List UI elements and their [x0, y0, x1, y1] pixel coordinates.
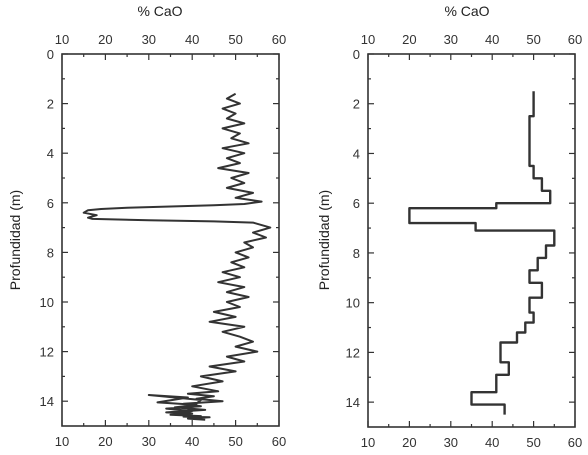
- panel-right: % CaO Profundidad (m) 101020203030404050…: [316, 3, 582, 450]
- x-tick-label-top-left: 40: [185, 32, 199, 47]
- top-xlabel-left: % CaO: [137, 3, 182, 19]
- x-tick-label-top-left: 30: [142, 32, 156, 47]
- x-tick-label-bottom-right: 20: [402, 435, 416, 450]
- y-tick-label-left: 10: [40, 295, 54, 310]
- top-xlabel-right: % CaO: [444, 3, 489, 19]
- x-tick-label-bottom-right: 40: [485, 435, 499, 450]
- x-tick-label-top-right: 60: [568, 32, 582, 47]
- x-tick-label-top-right: 20: [402, 32, 416, 47]
- y-tick-label-right: 8: [353, 246, 360, 261]
- x-tick-label-bottom-left: 20: [98, 434, 112, 449]
- x-tick-label-top-left: 60: [272, 32, 286, 47]
- y-tick-label-right: 2: [353, 97, 360, 112]
- ylabel-right: Profundidad (m): [316, 190, 332, 290]
- x-tick-label-bottom-left: 40: [185, 434, 199, 449]
- y-tick-label-right: 6: [353, 196, 360, 211]
- plot-frame-right: [367, 53, 576, 428]
- series-line-left: [82, 92, 272, 421]
- y-tick-label-left: 14: [40, 394, 54, 409]
- y-tick-label-left: 6: [47, 196, 54, 211]
- y-tick-label-right: 4: [353, 146, 360, 161]
- x-tick-label-top-left: 50: [228, 32, 242, 47]
- x-tick-label-bottom-right: 50: [526, 435, 540, 450]
- y-tick-label-right: 14: [346, 395, 360, 410]
- y-tick-label-left: 8: [47, 245, 54, 260]
- x-tick-label-bottom-right: 60: [568, 435, 582, 450]
- series-step-right: [408, 91, 556, 415]
- plot-frame-left: [61, 53, 280, 427]
- y-tick-label-right: 10: [346, 296, 360, 311]
- y-tick-label-left: 12: [40, 345, 54, 360]
- x-tick-label-top-right: 40: [485, 32, 499, 47]
- y-tick-label-left: 4: [47, 146, 54, 161]
- x-tick-label-bottom-left: 30: [142, 434, 156, 449]
- x-tick-label-top-left: 10: [55, 32, 69, 47]
- x-tick-label-bottom-right: 30: [444, 435, 458, 450]
- ylabel-left: Profundidad (m): [7, 190, 23, 290]
- x-tick-label-top-right: 50: [526, 32, 540, 47]
- y-tick-label-left: 0: [47, 47, 54, 62]
- y-tick-label-right: 0: [353, 47, 360, 62]
- x-tick-label-top-left: 20: [98, 32, 112, 47]
- panel-left: % CaO Profundidad (m) 101020203030404050…: [7, 3, 286, 449]
- x-tick-label-top-right: 10: [361, 32, 375, 47]
- x-tick-label-bottom-left: 10: [55, 434, 69, 449]
- ticks-left: 10 10 20 20 30 30 40 40 50 50 60 60 0 2 4 6 8 10 12 14: [40, 32, 287, 449]
- x-tick-label-top-right: 30: [444, 32, 458, 47]
- ticks-right: 10 10 20 20 30 30 40 40 50 50 60 60 0 2 4 6 8 10 12 14: [346, 32, 583, 450]
- x-tick-label-bottom-left: 60: [272, 434, 286, 449]
- x-tick-label-bottom-right: 10: [361, 435, 375, 450]
- y-tick-label-right: 12: [346, 345, 360, 360]
- x-tick-label-bottom-left: 50: [228, 434, 242, 449]
- y-tick-label-left: 2: [47, 97, 54, 112]
